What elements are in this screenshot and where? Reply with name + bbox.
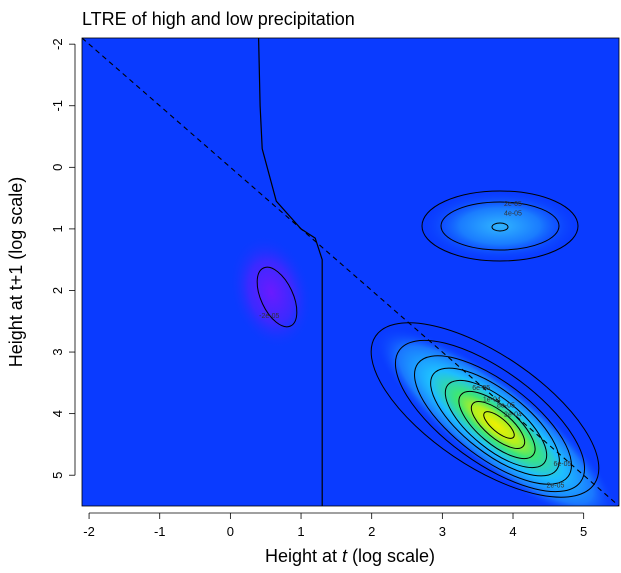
contour-secondary-1	[421, 190, 579, 262]
y-tick-label: 4	[50, 410, 65, 417]
y-tick-label: 0	[50, 164, 65, 171]
contour-positive-2	[394, 339, 586, 493]
contour-positive-1	[370, 322, 600, 498]
y-tick-label: 5	[50, 472, 65, 479]
y-axis: -2 -1 0 1 2 3 4 5	[50, 38, 76, 479]
contour-value-label: 2e-05	[546, 483, 564, 490]
secondary-peak-fill	[420, 190, 580, 262]
contour-secondary-3	[491, 222, 509, 232]
contour-negative-1	[256, 266, 298, 328]
y-tick-label: 1	[50, 225, 65, 232]
x-tick-label: 1	[297, 524, 304, 539]
contour-lines	[256, 190, 600, 498]
contour-positive-8	[483, 411, 515, 439]
reference-lines	[82, 38, 619, 506]
contour-value-label: 1e-04	[483, 396, 501, 403]
x-tick-label: 2	[368, 524, 375, 539]
contour-value-label: 2e-05	[504, 201, 522, 208]
y-tick-label: -2	[50, 38, 65, 50]
x-tick-label: -1	[154, 524, 166, 539]
contour-secondary-2	[440, 201, 560, 251]
y-axis-title: Height at t+1 (log scale)	[6, 177, 26, 368]
contour-positive-6	[458, 390, 536, 460]
contour-value-label: -2e-05	[259, 313, 279, 320]
plot-frame	[81, 37, 620, 507]
contour-value-label: 4e-05	[504, 210, 522, 217]
contour-positive-3	[414, 355, 572, 485]
negative-peak-fill	[229, 235, 313, 349]
x-tick-label: 5	[580, 524, 587, 539]
contour-value-label: 6e-05	[554, 461, 572, 468]
y-tick-label: 3	[50, 348, 65, 355]
x-axis-title: Height at t (log scale)	[265, 546, 435, 566]
contour-value-label: 8e-05	[497, 402, 515, 409]
x-tick-label: 0	[227, 524, 234, 539]
contour-positive-4	[430, 367, 560, 477]
x-tick-label: 4	[509, 524, 516, 539]
one-to-one-diagonal	[82, 38, 619, 506]
contour-value-label: 6e-05	[472, 385, 490, 392]
x-tick-label: -2	[83, 524, 95, 539]
y-tick-label: -1	[50, 100, 65, 112]
zero-contour-line	[258, 38, 323, 506]
chart-title: LTRE of high and low precipitation	[82, 9, 355, 29]
contour-positive-7	[470, 401, 526, 449]
x-axis: -2 -1 0 1 2 3 4 5	[83, 512, 587, 539]
contour-positive-5	[444, 379, 548, 469]
x-tick-label: 3	[439, 524, 446, 539]
positive-peak-fill	[375, 326, 617, 506]
y-tick-label: 2	[50, 287, 65, 294]
contour-value-label: 2e-04	[504, 412, 522, 419]
